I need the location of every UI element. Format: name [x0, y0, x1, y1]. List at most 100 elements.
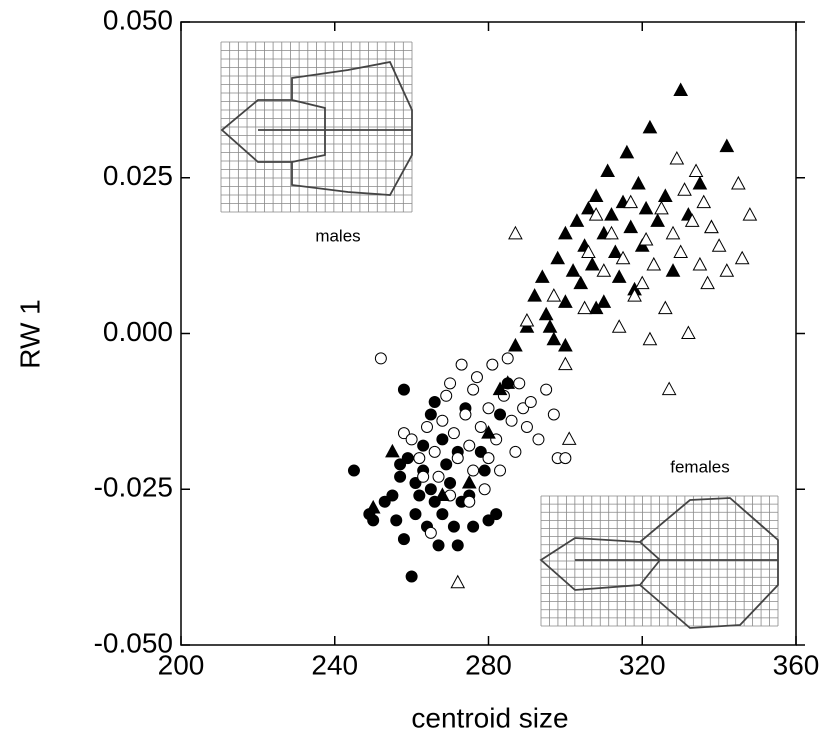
point	[588, 188, 604, 202]
point	[681, 325, 696, 339]
point	[494, 408, 507, 421]
point	[428, 445, 441, 458]
point	[573, 275, 589, 290]
point	[623, 194, 639, 209]
point	[482, 514, 495, 527]
point	[646, 256, 662, 271]
point	[397, 427, 410, 440]
point	[540, 383, 553, 396]
point	[631, 175, 646, 190]
point	[447, 520, 460, 533]
annotation: females	[670, 457, 730, 476]
point	[386, 489, 399, 502]
point	[673, 82, 689, 97]
point	[623, 219, 639, 234]
point	[596, 263, 612, 277]
point	[424, 483, 437, 496]
point	[447, 427, 460, 440]
point	[397, 383, 410, 396]
point	[424, 408, 437, 421]
point	[559, 452, 572, 465]
point	[558, 337, 573, 352]
point	[436, 433, 449, 446]
point	[501, 352, 514, 365]
point	[385, 443, 400, 458]
point	[417, 439, 430, 452]
y-tick-label: 0.000	[103, 316, 173, 347]
point	[581, 244, 596, 259]
point	[451, 452, 464, 465]
point	[417, 470, 430, 483]
point	[435, 487, 450, 501]
deformation-grid	[220, 41, 413, 213]
point	[684, 213, 700, 227]
point	[532, 433, 545, 446]
point	[569, 213, 585, 227]
point	[444, 477, 457, 490]
point	[478, 464, 491, 477]
point	[440, 458, 453, 471]
y-tick-label: 0.050	[103, 4, 173, 35]
point	[719, 138, 735, 153]
point	[527, 288, 542, 302]
point	[608, 244, 623, 259]
point	[478, 483, 491, 496]
point	[409, 477, 422, 490]
x-tick-label: 360	[773, 649, 820, 680]
point	[619, 144, 635, 159]
point	[390, 514, 403, 527]
point	[347, 464, 360, 477]
point	[692, 175, 708, 190]
point	[459, 408, 472, 421]
point	[455, 358, 468, 371]
point	[704, 219, 719, 234]
point	[508, 225, 523, 240]
point	[558, 294, 573, 308]
point	[642, 119, 658, 134]
point	[657, 188, 673, 202]
point	[432, 470, 445, 483]
point	[546, 331, 562, 346]
point	[692, 256, 708, 271]
point	[436, 508, 449, 521]
point	[494, 464, 507, 477]
point	[742, 207, 758, 221]
annotation: males	[315, 226, 360, 245]
x-tick-label: 280	[465, 649, 512, 680]
point	[505, 414, 518, 427]
point	[542, 319, 558, 333]
point	[588, 207, 604, 221]
point	[696, 194, 712, 209]
point	[413, 452, 426, 465]
point	[440, 389, 453, 402]
point	[520, 420, 533, 433]
point	[577, 300, 592, 315]
x-tick-label: 200	[158, 649, 205, 680]
point	[719, 263, 735, 277]
point	[378, 495, 391, 508]
point	[615, 250, 631, 265]
point	[688, 163, 704, 178]
x-tick-label: 320	[619, 649, 666, 680]
point	[500, 375, 516, 389]
y-axis-label: RW 1	[14, 299, 45, 369]
point	[413, 489, 426, 502]
point	[538, 306, 554, 321]
point	[661, 381, 677, 396]
x-axis-label: centroid size	[411, 702, 568, 733]
point	[654, 200, 669, 215]
point	[600, 163, 615, 178]
point	[470, 371, 483, 384]
point	[432, 539, 445, 552]
point	[550, 250, 566, 265]
point	[584, 256, 600, 271]
point	[596, 294, 612, 308]
point	[734, 250, 750, 265]
females-inset	[539, 495, 779, 629]
point	[474, 445, 487, 458]
point	[650, 213, 665, 227]
point	[519, 312, 535, 327]
point	[463, 495, 476, 508]
point	[421, 420, 433, 433]
